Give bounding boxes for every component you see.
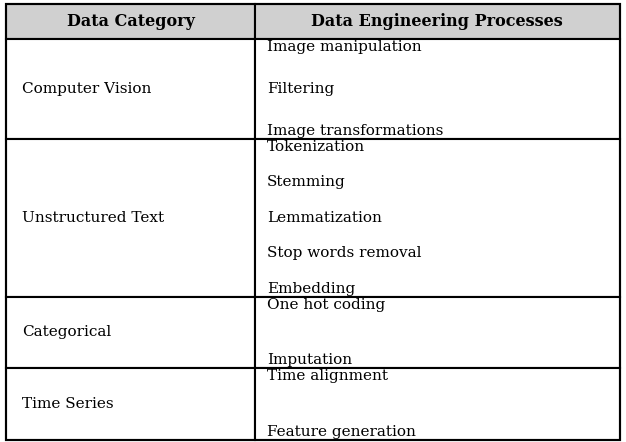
Text: Filtering: Filtering [267, 82, 334, 96]
Text: Stemming: Stemming [267, 175, 346, 190]
Text: Data Engineering Processes: Data Engineering Processes [311, 13, 563, 30]
Text: Data Category: Data Category [66, 13, 195, 30]
Text: Tokenization: Tokenization [267, 140, 366, 154]
Text: Imputation: Imputation [267, 353, 352, 367]
Bar [6, 39, 255, 139]
Text: Feature generation: Feature generation [267, 425, 416, 439]
Bar [6, 297, 255, 368]
Bar [6, 4, 255, 39]
Text: Computer Vision: Computer Vision [22, 82, 151, 96]
Text: Time Series: Time Series [22, 397, 113, 411]
Text: Categorical: Categorical [22, 325, 111, 339]
Text: Time alignment: Time alignment [267, 369, 388, 383]
Text: Stop words removal: Stop words removal [267, 246, 422, 260]
Bar [255, 297, 620, 368]
Text: Image manipulation: Image manipulation [267, 40, 422, 54]
Bar [6, 139, 255, 297]
Text: One hot coding: One hot coding [267, 297, 386, 312]
Bar [6, 368, 255, 440]
Text: Unstructured Text: Unstructured Text [22, 211, 164, 225]
Text: Image transformations: Image transformations [267, 124, 444, 138]
Bar [255, 4, 620, 39]
Bar [255, 39, 620, 139]
Text: Lemmatization: Lemmatization [267, 211, 382, 225]
Bar [255, 368, 620, 440]
Text: Embedding: Embedding [267, 282, 356, 296]
Bar [255, 139, 620, 297]
